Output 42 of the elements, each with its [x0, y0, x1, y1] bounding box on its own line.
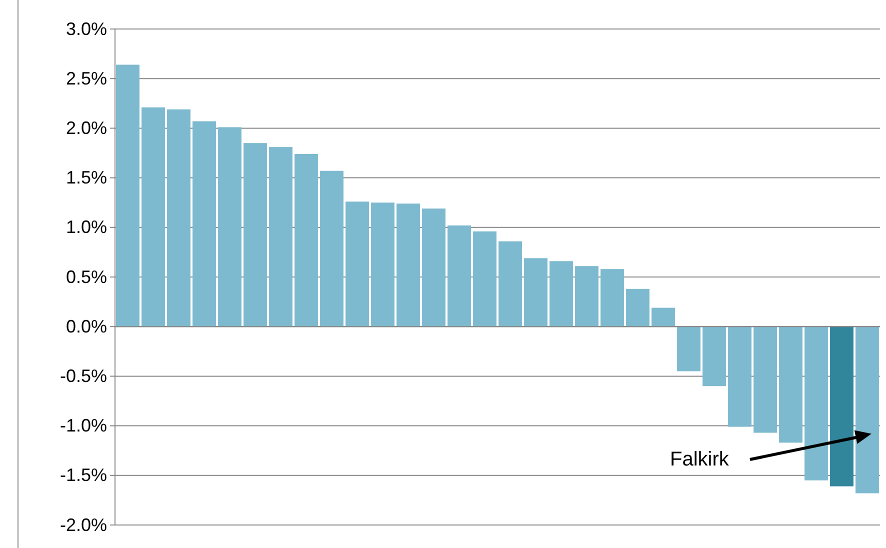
bar: [702, 326, 726, 386]
bar: [320, 170, 344, 327]
bar: [498, 241, 522, 327]
bar: [371, 202, 394, 327]
bar: [192, 121, 216, 327]
bar: [524, 258, 548, 327]
bar: [677, 326, 700, 372]
bar: [754, 326, 777, 433]
bar: [116, 64, 140, 327]
bar: [269, 147, 292, 327]
bar: [473, 231, 496, 327]
bar: [728, 326, 752, 427]
y-tick-label: 2.0%: [66, 118, 107, 138]
bar: [422, 208, 446, 327]
bar: [856, 326, 879, 494]
y-tick-label: -1.0%: [60, 416, 107, 436]
bar: [652, 308, 675, 327]
bar: [575, 266, 598, 327]
bar: [830, 326, 854, 486]
bar: [142, 107, 165, 327]
bar: [448, 225, 471, 327]
bar: [550, 261, 573, 327]
bar: [167, 109, 190, 327]
y-tick-label: 1.0%: [66, 217, 107, 238]
bar: [600, 269, 624, 327]
y-tick-label: -2.0%: [60, 514, 107, 535]
y-tick-label: 0.5%: [66, 266, 107, 287]
annotation: Falkirk: [670, 448, 730, 470]
bar: [396, 204, 420, 327]
y-tick-label: 3.0%: [66, 18, 107, 39]
bar: [346, 202, 369, 327]
bar: [294, 154, 318, 327]
y-tick-label: -0.5%: [60, 366, 107, 386]
y-tick-label: -1.5%: [60, 465, 107, 486]
bar: [804, 326, 828, 480]
bar: [779, 326, 802, 443]
y-tick-label: 1.5%: [66, 168, 107, 188]
bar: [218, 127, 242, 327]
bar: [626, 288, 650, 327]
bar: [244, 143, 267, 327]
y-tick-label: 2.5%: [66, 68, 107, 88]
y-tick-label: 0.0%: [66, 316, 107, 336]
